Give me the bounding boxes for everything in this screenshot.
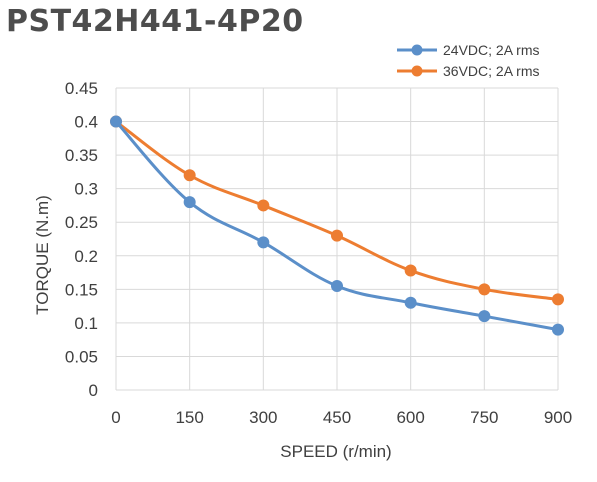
y-tick-labels: 0 0.05 0.1 0.15 0.2 0.25 0.3 0.35 0.4 0.45 xyxy=(65,79,98,400)
data-point-0 xyxy=(552,323,564,336)
legend: 24VDC; 2A rms 36VDC; 2A rms xyxy=(397,42,539,79)
x-tick-labels: 0 150 300 450 600 750 900 xyxy=(111,408,572,427)
y-tick-label: 0.1 xyxy=(74,314,98,333)
y-tick-label: 0.35 xyxy=(65,146,98,165)
y-tick-label: 0.2 xyxy=(74,247,98,266)
legend-marker-1 xyxy=(411,65,423,77)
legend-marker-0 xyxy=(411,44,423,56)
data-point-0 xyxy=(257,236,270,249)
data-point-0 xyxy=(110,115,122,128)
y-tick-label: 0.3 xyxy=(74,180,98,199)
data-point-1 xyxy=(183,169,196,182)
x-tick-label: 300 xyxy=(249,408,277,427)
x-tick-label: 0 xyxy=(111,408,120,427)
data-point-0 xyxy=(404,296,417,309)
y-tick-label: 0.25 xyxy=(65,213,98,232)
y-tick-label: 0 xyxy=(89,381,98,400)
data-point-0 xyxy=(183,196,196,209)
x-tick-label: 900 xyxy=(544,408,572,427)
data-point-1 xyxy=(552,293,564,306)
data-point-1 xyxy=(404,264,417,277)
y-tick-label: 0.4 xyxy=(74,113,98,132)
data-point-1 xyxy=(331,229,343,242)
x-tick-label: 600 xyxy=(396,408,424,427)
legend-label-1: 36VDC; 2A rms xyxy=(443,63,539,79)
x-axis-label: SPEED (r/min) xyxy=(280,442,391,461)
grid-lines xyxy=(115,87,559,391)
y-tick-label: 0.15 xyxy=(65,280,98,299)
y-tick-label: 0.45 xyxy=(65,79,98,98)
chart-title: PST42H441-4P20 xyxy=(6,4,304,39)
x-tick-label: 450 xyxy=(323,408,351,427)
data-point-0 xyxy=(478,310,491,323)
data-point-1 xyxy=(257,199,270,212)
legend-label-0: 24VDC; 2A rms xyxy=(443,42,539,58)
y-tick-label: 0.05 xyxy=(65,347,98,366)
x-tick-label: 150 xyxy=(175,408,203,427)
x-tick-label: 750 xyxy=(470,408,498,427)
series-lines xyxy=(110,115,564,336)
data-point-1 xyxy=(478,283,491,296)
y-axis-label: TORQUE (N.m) xyxy=(33,195,52,315)
data-point-0 xyxy=(331,279,343,292)
